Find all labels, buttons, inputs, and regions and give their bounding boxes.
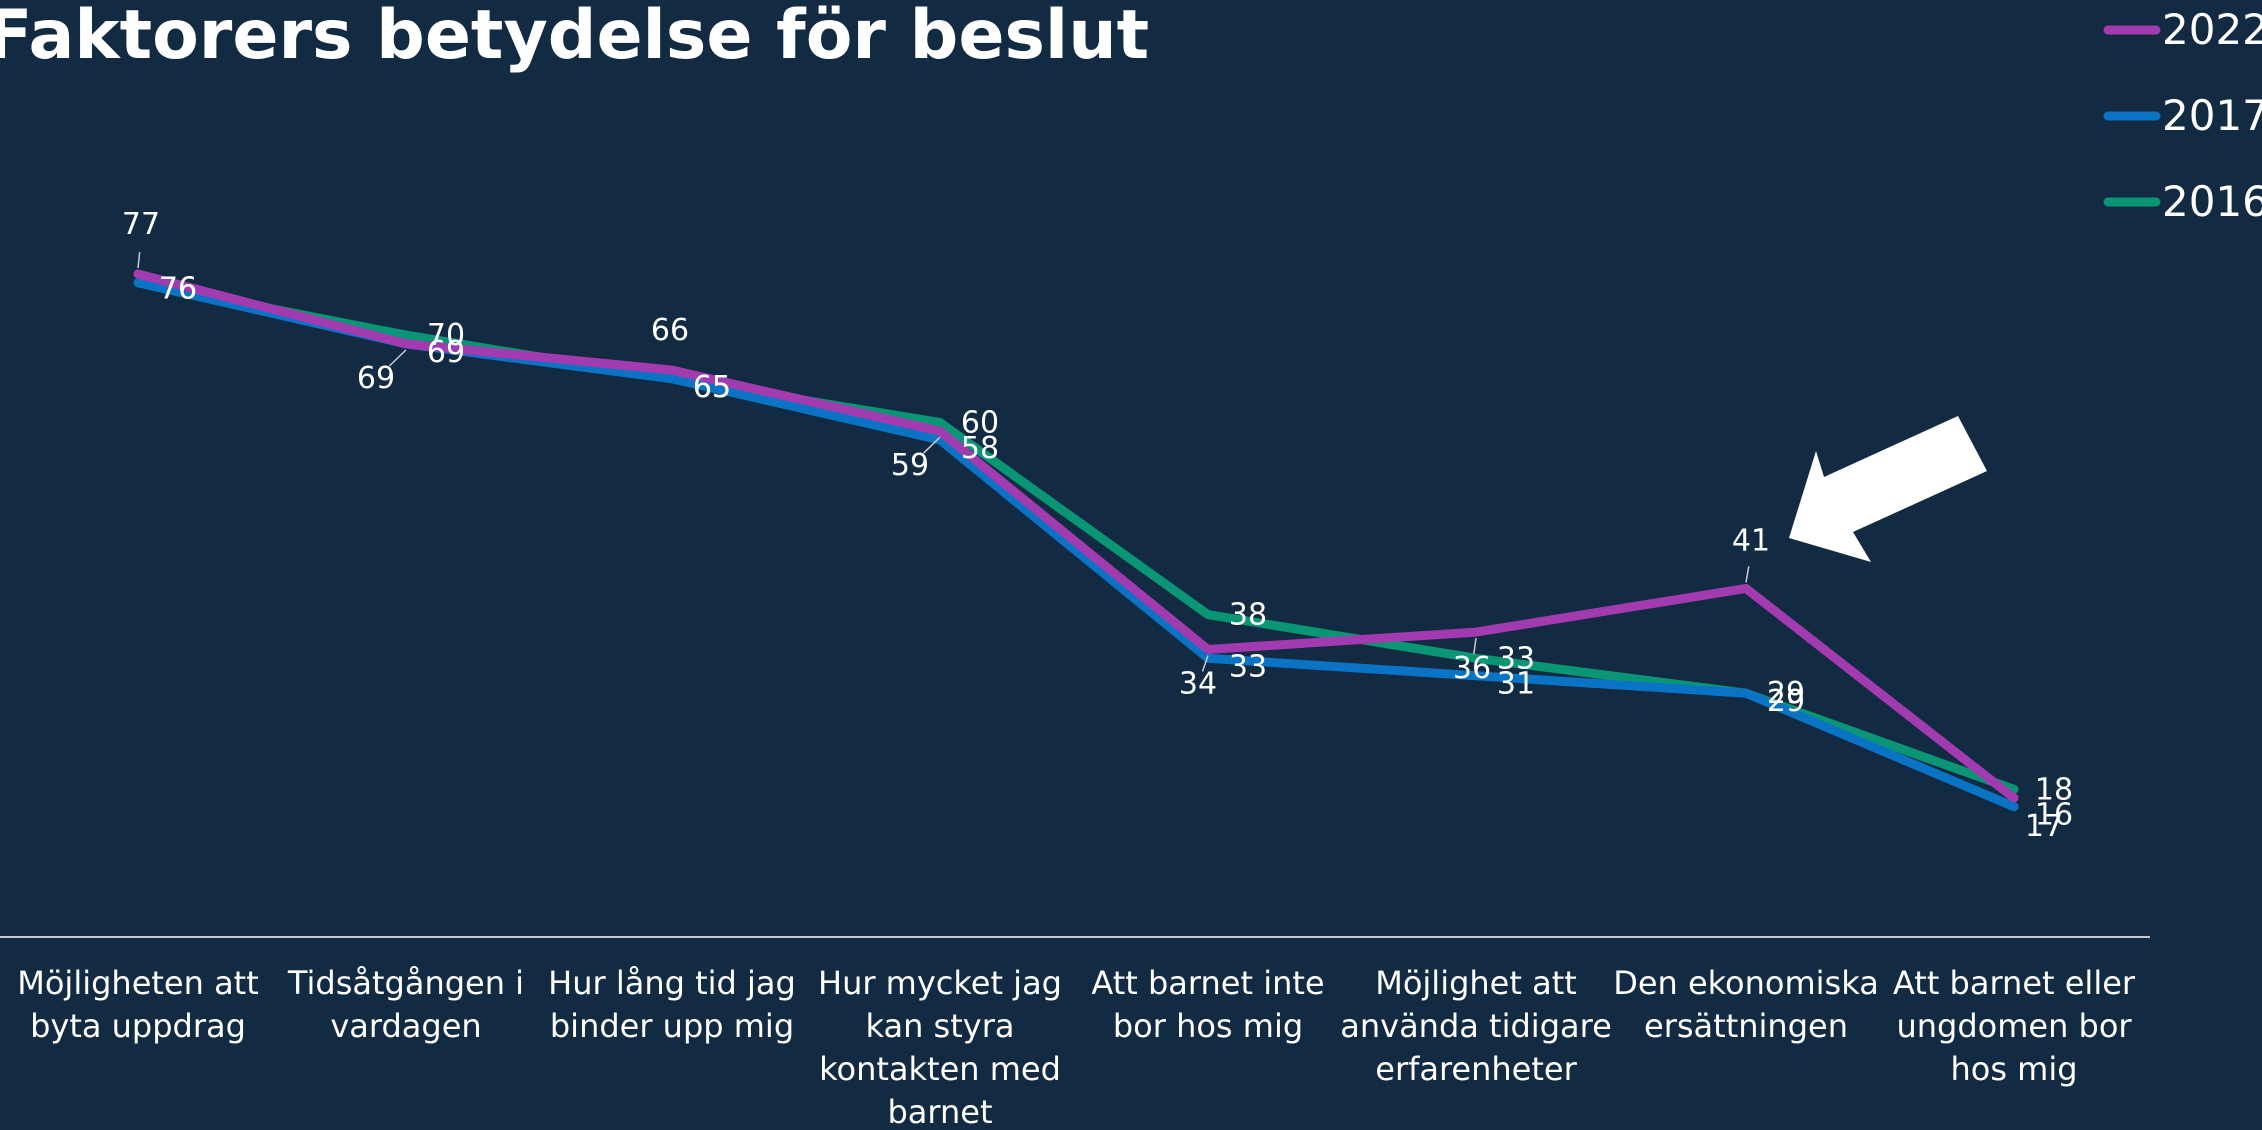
data-label-2022: 77 [122, 207, 160, 242]
data-label-2022: 36 [1453, 651, 1491, 686]
data-label-2017: 29 [1767, 684, 1805, 719]
data-label-2022: 41 [1732, 523, 1770, 558]
legend-label-2016: 2016 [2162, 177, 2262, 226]
category-label: Tidsåtgången i vardagen [287, 964, 524, 1045]
leader-line [1201, 655, 1209, 672]
series-lines [133, 269, 2019, 812]
data-label-2016: 76 [159, 272, 197, 307]
data-label-2017: 69 [427, 335, 465, 370]
leader-line [922, 436, 941, 454]
data-label-2022: 34 [1179, 667, 1217, 702]
data-label-2016: 29 [1767, 676, 1805, 711]
callout-arrow [1789, 416, 1987, 562]
data-label-2016: 38 [1229, 598, 1267, 633]
data-label-2022: 69 [357, 361, 395, 396]
series-line-2022 [133, 269, 2019, 803]
category-label: Möjligheten att byta uppdrag [17, 964, 259, 1045]
legend-label-2017: 2017 [2162, 91, 2262, 140]
leader-line [137, 251, 141, 269]
data-label-2022: 17 [2025, 809, 2063, 844]
chart-title: Faktorers betydelse för beslut [0, 0, 1149, 75]
leader-line [1473, 637, 1477, 655]
data-label-2017: 33 [1229, 649, 1267, 684]
data-label-2016: 33 [1497, 641, 1535, 676]
data-label-2017: 31 [1497, 667, 1535, 702]
data-label-2016: 60 [961, 405, 999, 440]
category-label: Möjlighet att använda tidigare erfarenhete… [1340, 964, 1612, 1088]
category-label: Hur mycket jag kan styra kontakten med barn… [818, 964, 1062, 1130]
category-label: Att barnet eller ungdomen bor hos mig [1893, 964, 2136, 1088]
data-label-2016: 65 [693, 370, 731, 405]
data-label-2016: 70 [427, 318, 465, 353]
category-label: Den ekonomiska ersättningen [1613, 964, 1879, 1045]
legend: 2022 2017 2016 [2103, 5, 2262, 226]
data-label-2016: 18 [2035, 772, 2073, 807]
leader-line [1745, 566, 1750, 583]
category-axis: Möjligheten att byta uppdrag Tidsåtgången … [17, 964, 2136, 1130]
data-label-2017: 58 [961, 431, 999, 466]
data-label-2022: 66 [651, 313, 689, 348]
category-label: Hur lång tid jag binder upp mig [548, 964, 796, 1045]
legend-label-2022: 2022 [2162, 5, 2262, 54]
data-label-2017: 76 [159, 272, 197, 307]
arrow-icon [1789, 416, 1987, 562]
leader-line [388, 349, 407, 367]
data-label-2017: 65 [693, 370, 731, 405]
data-label-2017: 16 [2035, 798, 2073, 833]
category-label: Att barnet inte bor hos mig [1091, 964, 1324, 1045]
data-label-2022: 59 [891, 448, 929, 483]
